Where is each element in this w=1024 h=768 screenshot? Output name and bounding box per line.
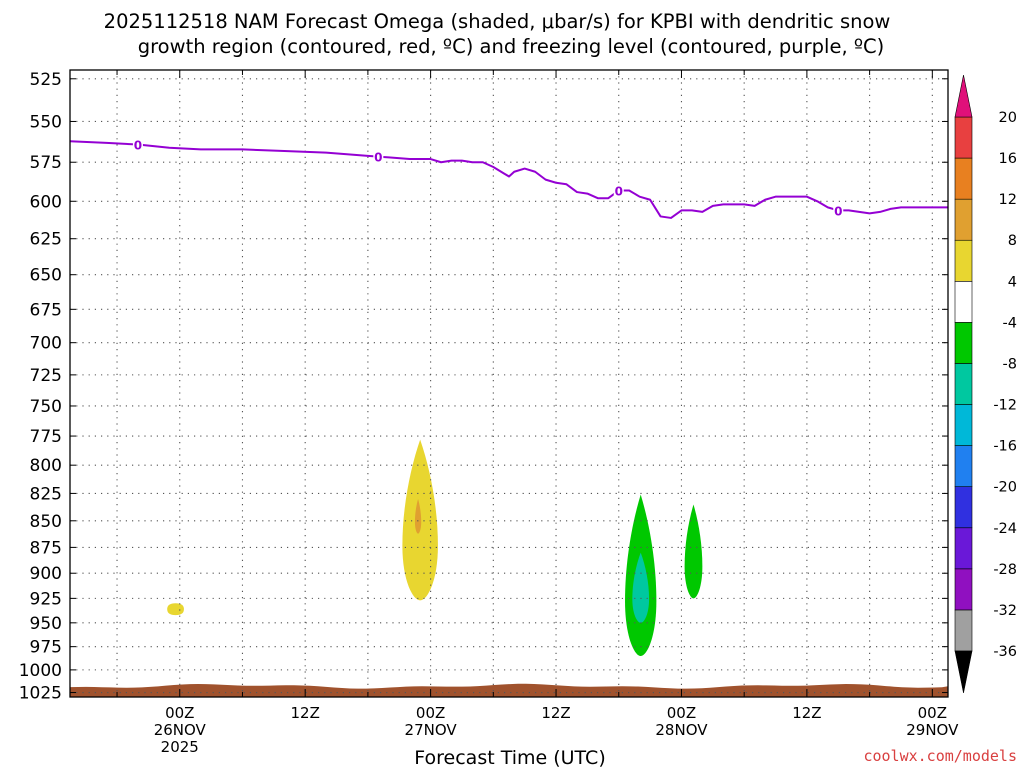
colorbar-segment [954, 157, 973, 200]
colorbar-segment [954, 239, 973, 282]
colorbar-label: 8 [1008, 233, 1017, 249]
x-tick-label: 00Z [918, 704, 947, 722]
freezing-level-label: 0 [374, 151, 382, 165]
y-tick-label: 825 [30, 484, 62, 504]
x-tick-label: 27NOV [405, 721, 458, 739]
gridlines [70, 70, 948, 697]
freezing-level-contour: 0 0 0 0 [69, 137, 948, 219]
contour-label-bg [132, 137, 143, 152]
title-line-1: 2025112518 NAM Forecast Omega (shaded, μ… [104, 10, 891, 33]
y-tick-label: 950 [30, 614, 62, 634]
colorbar-label: -24 [993, 521, 1017, 537]
terrain-layer [70, 683, 948, 697]
x-axis-label: Forecast Time (UTC) [414, 747, 605, 768]
colorbar-segment [954, 116, 973, 159]
y-tick-label: 650 [30, 266, 62, 286]
omega-area-negative [684, 504, 703, 599]
colorbar-segment [954, 281, 973, 323]
x-tick-label: 12Z [792, 704, 821, 722]
colorbar-segment [954, 198, 973, 241]
colorbar-label: -16 [993, 439, 1017, 455]
contour-label-bg [613, 183, 624, 198]
omega-area-positive [414, 498, 422, 534]
colorbar-segment [954, 322, 973, 364]
chart-title: 2025112518 NAM Forecast Omega (shaded, μ… [104, 10, 891, 58]
freezing-level-label: 0 [134, 139, 142, 153]
colorbar-segment [954, 363, 973, 405]
y-tick-label: 675 [30, 300, 62, 320]
colorbar-segment [954, 486, 973, 529]
contour-label-bg [373, 149, 384, 164]
colorbar-segment [954, 568, 973, 611]
y-tick-label: 725 [30, 366, 62, 386]
y-tick-label: 1025 [19, 684, 62, 704]
freezing-level-label: 0 [615, 185, 623, 199]
omega-shading [167, 439, 703, 657]
colorbar: -36 -32 -28 -24 -20 -16 -12 -8 -4 4 8 12 16 20 [954, 74, 1017, 694]
x-tick-label: 00Z [165, 704, 194, 722]
x-tick-label: 12Z [541, 704, 570, 722]
x-tick-label: 12Z [290, 704, 319, 722]
y-tick-label: 925 [30, 589, 62, 609]
colorbar-label: -4 [1003, 315, 1017, 331]
x-tick-label: 00Z [416, 704, 445, 722]
omega-area-negative [632, 552, 650, 623]
colorbar-label: -32 [993, 603, 1017, 619]
y-tick-label: 875 [30, 538, 62, 558]
y-tick-label: 775 [30, 427, 62, 447]
colorbar-label: 12 [999, 192, 1017, 208]
y-tick-label: 850 [30, 512, 62, 532]
y-tick-label: 975 [30, 638, 62, 658]
colorbar-label: -8 [1003, 356, 1017, 372]
contour-label-bg [833, 203, 844, 218]
y-axis: 525 550 575 600 625 650 675 700 725 750 775 800 825 8… [19, 70, 948, 704]
freezing-level-label: 0 [834, 204, 842, 218]
colorbar-label: 16 [999, 151, 1017, 167]
y-tick-label: 600 [30, 192, 62, 212]
y-tick-label: 525 [30, 70, 62, 90]
colorbar-label: -12 [993, 398, 1017, 414]
terrain-band [70, 683, 948, 697]
y-tick-label: 700 [30, 334, 62, 354]
colorbar-segment [954, 609, 973, 652]
plot-frame [69, 69, 949, 698]
y-tick-label: 750 [30, 397, 62, 417]
colorbar-label: 4 [1008, 274, 1017, 290]
y-tick-label: 1000 [19, 661, 62, 681]
y-tick-label: 800 [30, 456, 62, 476]
plot-area [70, 70, 948, 697]
colorbar-segment [954, 404, 973, 446]
colorbar-label: -20 [993, 480, 1017, 496]
colorbar-max-arrow [954, 74, 973, 118]
x-tick-label: 28NOV [655, 721, 708, 739]
y-tick-label: 575 [30, 153, 62, 173]
colorbar-label: 20 [999, 110, 1017, 126]
title-line-2: growth region (contoured, red, ºC) and f… [138, 35, 885, 58]
omega-area-positive [167, 603, 184, 616]
x-tick-label: 00Z [667, 704, 696, 722]
colorbar-min-arrow [954, 650, 973, 694]
x-tick-label: 26NOV [154, 721, 207, 739]
y-tick-label: 900 [30, 564, 62, 584]
x-tick-label: 29NOV [906, 721, 959, 739]
colorbar-label: -28 [993, 562, 1017, 578]
colorbar-segment [954, 527, 973, 570]
y-tick-label: 625 [30, 230, 62, 250]
y-tick-label: 550 [30, 112, 62, 132]
x-tick-label: 2025 [161, 738, 199, 756]
credit-text: coolwx.com/models [863, 747, 1017, 765]
colorbar-segment [954, 445, 973, 487]
colorbar-label: -36 [993, 644, 1017, 660]
